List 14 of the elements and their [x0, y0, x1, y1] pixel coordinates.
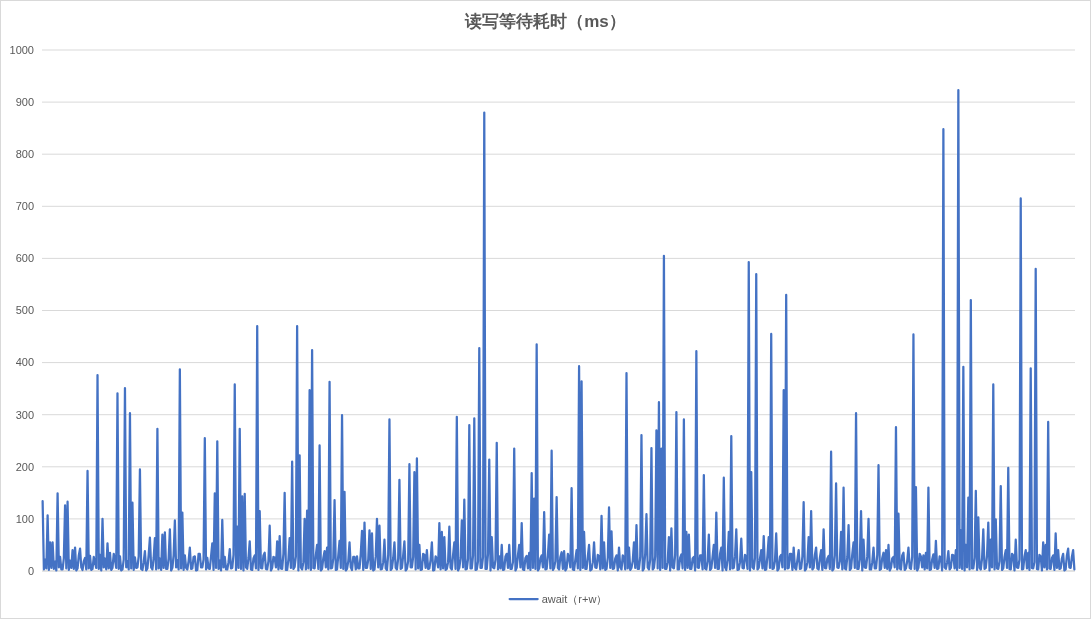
y-tick-label: 900: [15, 95, 34, 108]
y-tick-label: 500: [15, 304, 34, 317]
y-tick-label: 1000: [9, 43, 34, 56]
y-tick-label: 0: [27, 564, 34, 577]
y-tick-label: 200: [15, 460, 34, 473]
y-tick-label: 800: [15, 148, 34, 161]
y-tick-label: 600: [15, 252, 34, 265]
line-series: [41, 88, 1076, 572]
y-tick-label: 400: [15, 356, 34, 369]
y-tick-label: 100: [15, 512, 34, 525]
legend-label: await（r+w）: [541, 592, 608, 605]
y-tick-label: 700: [15, 200, 34, 213]
y-tick-label: 300: [15, 408, 34, 421]
chart-title: 读写等待耗时（ms）: [464, 12, 626, 31]
